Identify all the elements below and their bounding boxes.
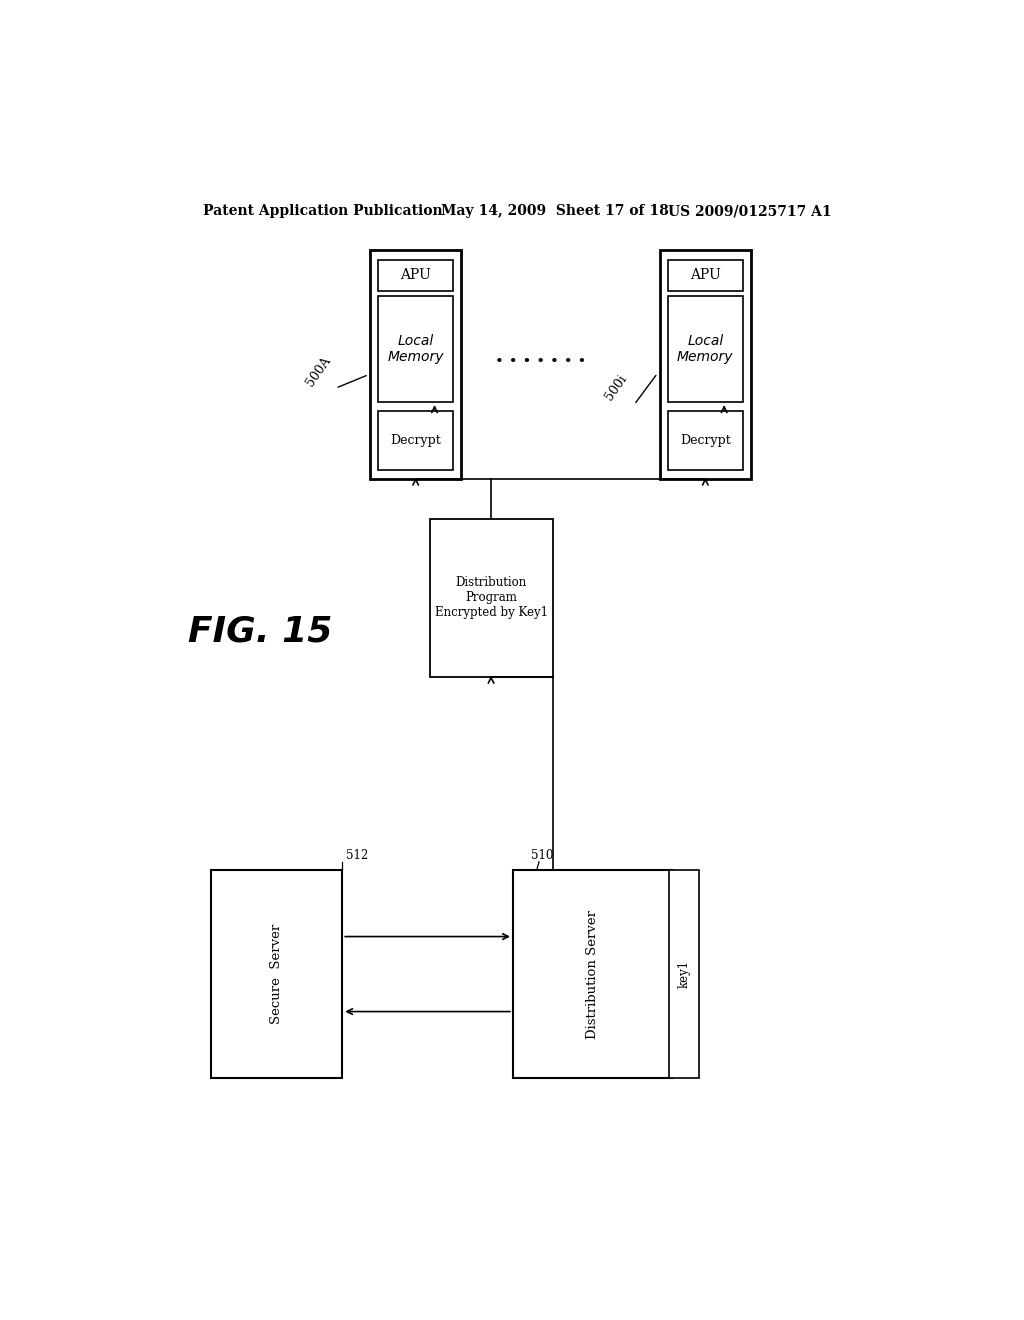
Text: Local
Memory: Local Memory — [387, 334, 444, 364]
Text: 512: 512 — [346, 849, 369, 862]
Text: May 14, 2009  Sheet 17 of 18: May 14, 2009 Sheet 17 of 18 — [441, 205, 670, 218]
Text: US 2009/0125717 A1: US 2009/0125717 A1 — [668, 205, 831, 218]
Bar — [378, 412, 454, 470]
Text: Secure  Server: Secure Server — [270, 924, 284, 1024]
Bar — [668, 296, 743, 403]
Bar — [668, 412, 743, 470]
Bar — [668, 260, 743, 290]
Text: FIG. 15: FIG. 15 — [187, 614, 332, 648]
Text: Local
Memory: Local Memory — [677, 334, 733, 364]
Bar — [370, 249, 461, 479]
Text: Patent Application Publication: Patent Application Publication — [204, 205, 443, 218]
Text: Distribution Server: Distribution Server — [586, 909, 599, 1039]
Text: key1: key1 — [678, 960, 691, 989]
Text: APU: APU — [690, 268, 721, 282]
Text: Decrypt: Decrypt — [680, 434, 731, 447]
Text: • • • • • • •: • • • • • • • — [495, 355, 587, 368]
Text: Decrypt: Decrypt — [390, 434, 441, 447]
Text: APU: APU — [400, 268, 431, 282]
Bar — [659, 249, 751, 479]
Bar — [378, 260, 454, 290]
Bar — [378, 296, 454, 403]
Text: 500A: 500A — [304, 355, 333, 389]
Bar — [430, 519, 553, 677]
Text: 500i: 500i — [603, 372, 630, 403]
Bar — [513, 870, 672, 1078]
Text: Distribution
Program
Encrypted by Key1: Distribution Program Encrypted by Key1 — [434, 577, 548, 619]
Bar — [670, 870, 699, 1078]
Text: 510: 510 — [531, 849, 554, 862]
Bar — [211, 870, 342, 1078]
